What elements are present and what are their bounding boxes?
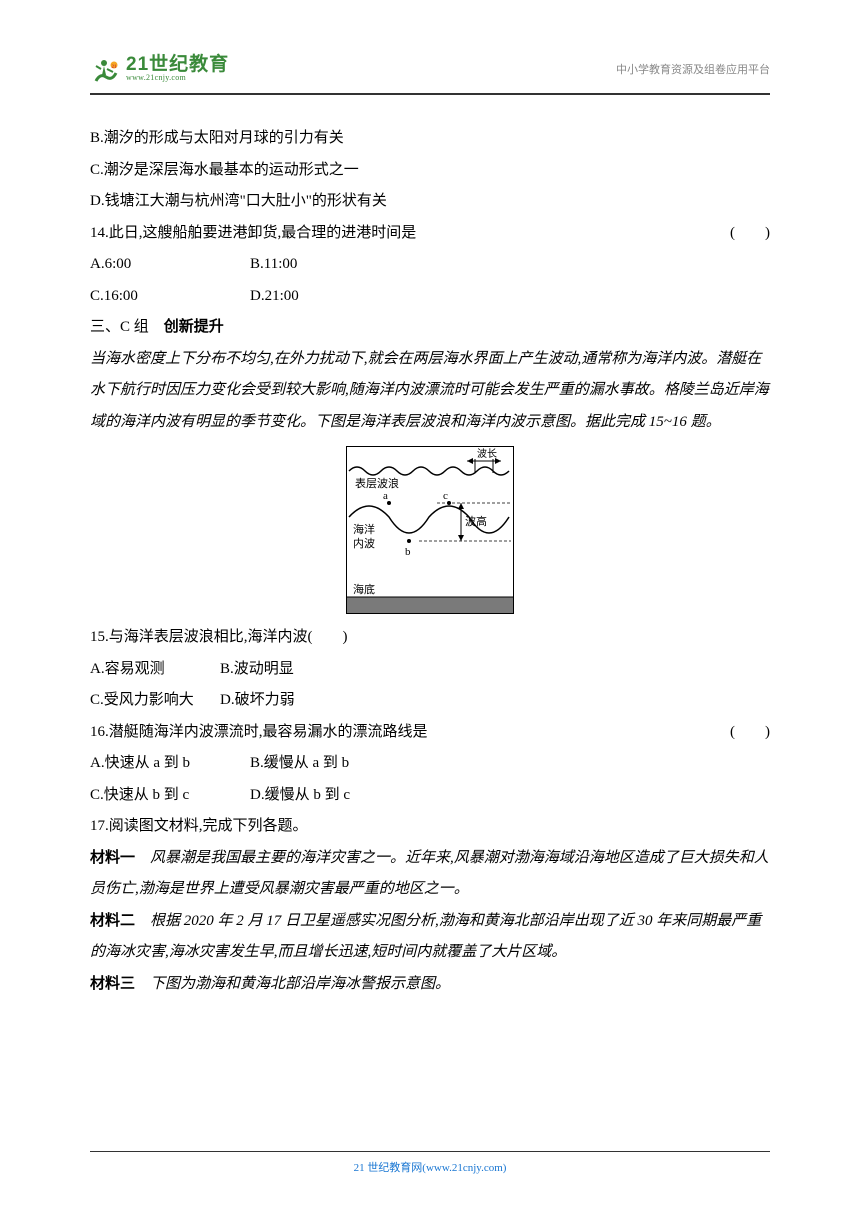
header-right-text: 中小学教育资源及组卷应用平台: [616, 61, 770, 77]
fig-wavelength-label: 波: [477, 447, 487, 460]
q16-options-row2: C.快速从 b 到 c D.缓慢从 b 到 c: [90, 780, 770, 812]
section-c-title: 三、C 组 创新提升: [90, 312, 770, 344]
section-c-prefix: 三、C 组: [90, 319, 164, 335]
q15-options-row1: A.容易观测 B.波动明显: [90, 654, 770, 686]
q14-options-row1: A.6:00 B.11:00: [90, 249, 770, 281]
material-1-label: 材料一: [90, 850, 135, 866]
header-divider: [90, 93, 770, 95]
q16-stem-line: 16.潜艇随海洋内波漂流时,最容易漏水的漂流路线是 ( ): [90, 717, 770, 749]
q14-paren: ( ): [730, 218, 770, 250]
logo: 21 21世纪教育 www.21cnjy.com: [90, 55, 229, 87]
fig-point-c: c: [443, 490, 448, 502]
material-2-text: 根据 2020 年 2 月 17 日卫星遥感实况图分析,渤海和黄海北部沿岸出现了…: [90, 913, 761, 961]
q16-opt-a: A.快速从 a 到 b: [90, 748, 250, 780]
passage-1: 当海水密度上下分布不均匀,在外力扰动下,就会在两层海水界面上产生波动,通常称为海…: [90, 344, 770, 439]
fig-point-b: b: [405, 546, 411, 558]
logo-text: 21世纪教育: [126, 55, 229, 74]
material-2-label: 材料二: [90, 913, 135, 929]
material-3-text: 下图为渤海和黄海北部沿岸海冰警报示意图。: [135, 976, 450, 992]
material-3-label: 材料三: [90, 976, 135, 992]
logo-icon: 21: [90, 55, 122, 87]
footer-text: 21 世纪教育网(www.21cnjy.com): [354, 1162, 507, 1174]
svg-text:内波: 内波: [353, 536, 375, 550]
svg-text:21: 21: [112, 65, 118, 70]
option-d: D.钱塘江大潮与杭州湾"口大肚小"的形状有关: [90, 186, 770, 218]
q14-stem: 14.此日,这艘船舶要进港卸货,最合理的进港时间是: [90, 218, 416, 250]
material-2: 材料二 根据 2020 年 2 月 17 日卫星遥感实况图分析,渤海和黄海北部沿…: [90, 906, 770, 969]
q15-options-row2: C.受风力影响大 D.破坏力弱: [90, 685, 770, 717]
q14-options-row2: C.16:00 D.21:00: [90, 281, 770, 313]
q14-stem-line: 14.此日,这艘船舶要进港卸货,最合理的进港时间是 ( ): [90, 218, 770, 250]
figure-container: 表层波浪 波 长 海洋 内波 a b c: [90, 446, 770, 614]
q14-opt-c: C.16:00: [90, 281, 250, 313]
wave-diagram: 表层波浪 波 长 海洋 内波 a b c: [346, 446, 514, 614]
fig-wave-height-label: 波高: [465, 514, 487, 528]
q15-stem: 15.与海洋表层波浪相比,海洋内波( ): [90, 622, 770, 654]
option-b: B.潮汐的形成与太阳对月球的引力有关: [90, 123, 770, 155]
document-content: B.潮汐的形成与太阳对月球的引力有关 C.潮汐是深层海水最基本的运动形式之一 D…: [90, 123, 770, 1000]
q16-options-row1: A.快速从 a 到 b B.缓慢从 a 到 b: [90, 748, 770, 780]
q16-opt-c: C.快速从 b 到 c: [90, 780, 250, 812]
logo-subtext: www.21cnjy.com: [126, 74, 229, 82]
q14-opt-b: B.11:00: [250, 249, 297, 281]
material-3: 材料三 下图为渤海和黄海北部沿岸海冰警报示意图。: [90, 969, 770, 1001]
q15-opt-d: D.破坏力弱: [220, 685, 295, 717]
q16-paren: ( ): [730, 717, 770, 749]
option-c: C.潮汐是深层海水最基本的运动形式之一: [90, 155, 770, 187]
q14-opt-a: A.6:00: [90, 249, 250, 281]
q14-opt-d: D.21:00: [250, 281, 299, 313]
q16-stem: 16.潜艇随海洋内波漂流时,最容易漏水的漂流路线是: [90, 717, 428, 749]
fig-internal-wave-label: 海洋: [353, 522, 375, 536]
q15-opt-b: B.波动明显: [220, 654, 294, 686]
section-c-bold: 创新提升: [164, 319, 224, 335]
fig-point-a: a: [383, 490, 388, 502]
material-1: 材料一 风暴潮是我国最主要的海洋灾害之一。近年来,风暴潮对渤海海域沿海地区造成了…: [90, 843, 770, 906]
svg-text:长: 长: [487, 448, 497, 460]
q17-stem: 17.阅读图文材料,完成下列各题。: [90, 811, 770, 843]
fig-seabed-label: 海底: [353, 582, 375, 596]
footer-divider: [90, 1151, 770, 1152]
q16-opt-b: B.缓慢从 a 到 b: [250, 748, 349, 780]
q16-opt-d: D.缓慢从 b 到 c: [250, 780, 350, 812]
page-header: 21 21世纪教育 www.21cnjy.com 中小学教育资源及组卷应用平台: [90, 55, 770, 87]
q15-opt-c: C.受风力影响大: [90, 685, 220, 717]
material-1-text: 风暴潮是我国最主要的海洋灾害之一。近年来,风暴潮对渤海海域沿海地区造成了巨大损失…: [90, 850, 769, 898]
fig-surface-wave-label: 表层波浪: [355, 476, 399, 490]
page-footer: 21 世纪教育网(www.21cnjy.com): [0, 1151, 860, 1176]
q15-opt-a: A.容易观测: [90, 654, 220, 686]
